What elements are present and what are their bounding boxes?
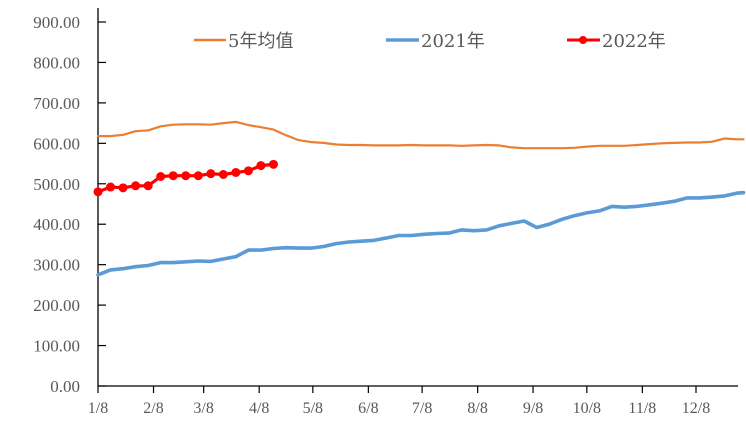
x-tick-label: 2/8 (143, 400, 163, 417)
series-layer (93, 120, 746, 277)
legend: 5年均值 2021年 2022年 (194, 31, 666, 52)
y-tick-label: 600.00 (33, 134, 80, 153)
y-tick-label: 0.00 (50, 377, 80, 396)
data-point-2 (156, 171, 166, 181)
data-point-2 (131, 181, 141, 191)
y-tick-label: 300.00 (33, 256, 80, 275)
x-tick-label: 12/8 (682, 400, 710, 417)
y-tick-label: 700.00 (33, 94, 80, 113)
legend-marker-2022 (579, 36, 587, 44)
data-point-2 (218, 169, 228, 179)
y-axis: 0.00 100.00 200.00 300.00 400.00 500.00 600.00… (33, 8, 106, 396)
data-point-2 (181, 171, 191, 181)
legend-label-5yr-avg: 5年均值 (228, 31, 293, 52)
x-axis: 1/8 2/8 3/8 4/8 5/8 6/8 7/8 8/8 9/8 10/8 11/8 12/8 (88, 385, 738, 417)
x-tick-label: 8/8 (467, 400, 487, 417)
series-line-1 (96, 190, 746, 277)
y-tick-label: 500.00 (33, 175, 80, 194)
data-point-2 (106, 182, 116, 192)
y-tick-label: 900.00 (33, 13, 80, 32)
data-point-2 (206, 169, 216, 179)
data-point-2 (231, 167, 241, 177)
x-tick-label: 9/8 (523, 400, 543, 417)
data-point-2 (118, 183, 128, 193)
series-line-0 (96, 120, 745, 150)
x-tick-label: 3/8 (193, 400, 213, 417)
data-point-2 (168, 171, 178, 181)
x-tick-label: 10/8 (573, 400, 601, 417)
legend-label-2022: 2022年 (602, 31, 666, 52)
x-tick-label: 5/8 (303, 400, 323, 417)
x-tick-label: 7/8 (412, 400, 432, 417)
y-tick-label: 400.00 (33, 215, 80, 234)
data-point-2 (243, 166, 253, 176)
x-tick-label: 1/8 (88, 400, 108, 417)
data-point-2 (193, 171, 203, 181)
data-point-2 (256, 161, 266, 171)
x-tick-label: 6/8 (358, 400, 378, 417)
x-tick-label: 4/8 (249, 400, 269, 417)
data-point-2 (143, 181, 153, 191)
data-point-2 (268, 159, 278, 169)
y-tick-label: 200.00 (33, 296, 80, 315)
x-tick-label: 11/8 (628, 400, 656, 417)
y-tick-label: 800.00 (33, 53, 80, 72)
legend-label-2021: 2021年 (421, 31, 485, 52)
data-point-2 (93, 187, 103, 197)
y-tick-label: 100.00 (33, 337, 80, 356)
